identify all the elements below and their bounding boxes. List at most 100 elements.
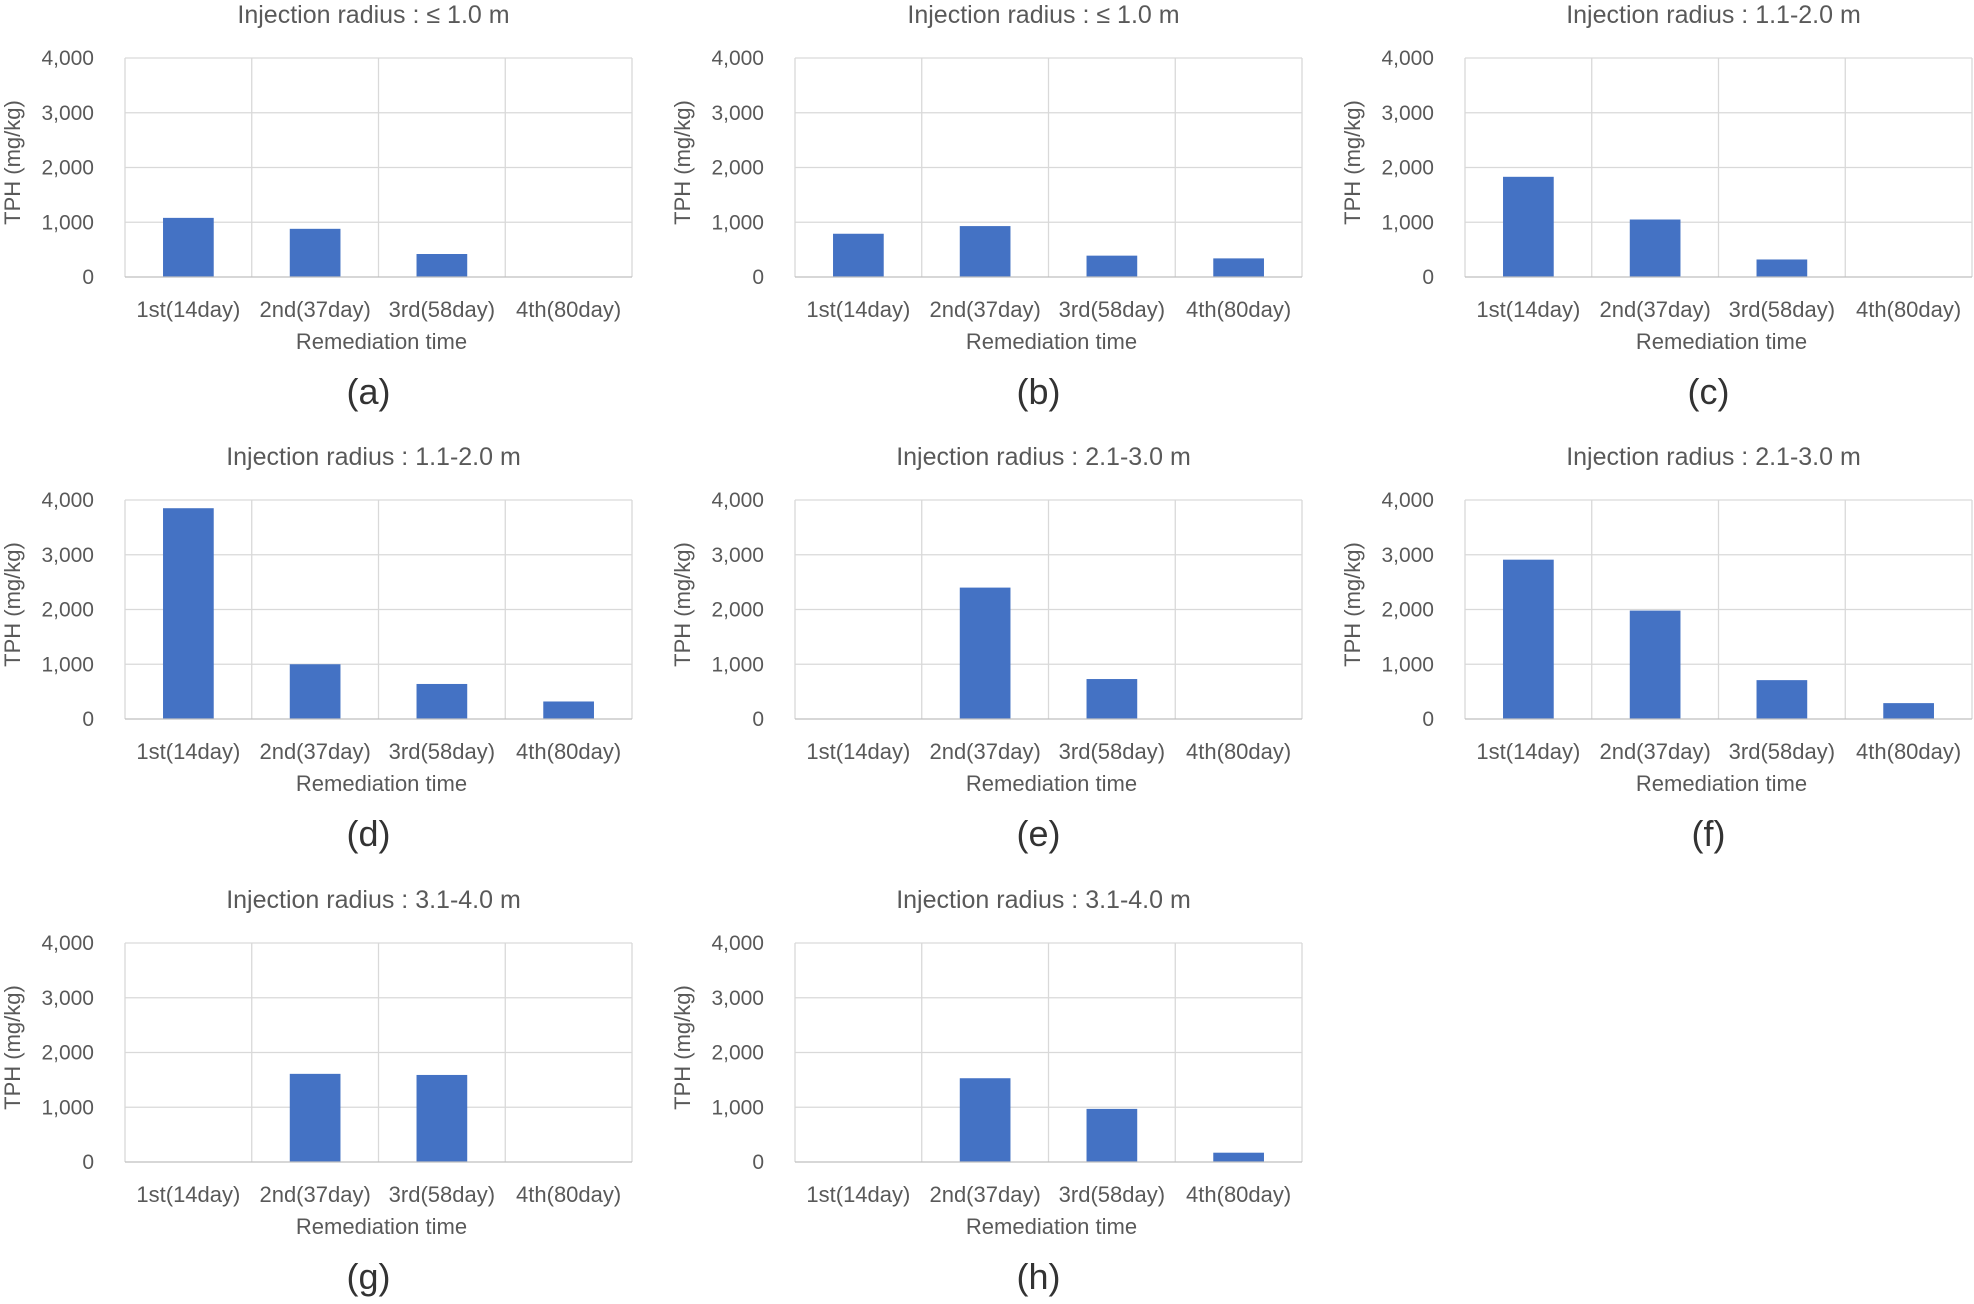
y-tick-label: 1,000	[1381, 653, 1434, 676]
y-axis-title: TPH (mg/kg)	[670, 542, 695, 667]
panel-label: (d)	[347, 813, 391, 854]
bar	[289, 664, 341, 719]
y-tick-label: 3,000	[711, 544, 764, 567]
y-tick-label: 1,000	[1381, 211, 1434, 234]
y-tick-label: 3,000	[41, 102, 94, 125]
y-tick-label: 0	[82, 708, 94, 731]
x-tick-label: 4th(80day)	[1186, 739, 1291, 764]
y-tick-label: 1,000	[711, 653, 764, 676]
x-tick-label: 3rd(58day)	[389, 1182, 495, 1207]
x-tick-label: 1st(14day)	[136, 297, 240, 322]
chart-title: Injection radius : ≤ 1.0 m	[237, 1, 509, 29]
chart-panel-2: Injection radius : 1.1-2.0 m 0 1,000 2,000 3…	[1340, 1, 1973, 412]
bar	[1629, 610, 1681, 719]
y-tick-label: 3,000	[1381, 102, 1434, 125]
bar	[289, 228, 341, 277]
y-tick-label: 1,000	[41, 211, 94, 234]
y-axis-title: TPH (mg/kg)	[1340, 542, 1365, 667]
y-tick-label: 3,000	[711, 102, 764, 125]
x-axis-title: Remediation time	[1636, 771, 1807, 796]
bar	[1503, 559, 1554, 719]
x-tick-label: 4th(80day)	[516, 297, 621, 322]
x-tick-label: 4th(80day)	[516, 739, 621, 764]
bar	[416, 683, 468, 719]
panel-label: (a)	[347, 371, 391, 412]
y-tick-label: 4,000	[1381, 47, 1434, 70]
bar	[1629, 219, 1681, 277]
y-tick-label: 1,000	[711, 1096, 764, 1119]
y-axis-title: TPH (mg/kg)	[0, 542, 25, 667]
y-tick-label: 0	[82, 266, 94, 289]
y-tick-label: 1,000	[41, 1096, 94, 1119]
x-tick-label: 3rd(58day)	[1729, 739, 1835, 764]
x-tick-label: 4th(80day)	[1186, 1182, 1291, 1207]
x-tick-label: 2nd(37day)	[1599, 297, 1710, 322]
bar	[1086, 679, 1138, 719]
x-axis-title: Remediation time	[296, 329, 467, 354]
y-tick-label: 3,000	[41, 544, 94, 567]
x-tick-label: 2nd(37day)	[259, 1182, 370, 1207]
x-tick-label: 2nd(37day)	[929, 739, 1040, 764]
chart-panel-0: Injection radius : ≤ 1.0 m 0 1,000 2,000 3,0…	[0, 1, 633, 412]
y-tick-label: 1,000	[711, 211, 764, 234]
panel-label: (c)	[1688, 371, 1730, 412]
y-axis-title: TPH (mg/kg)	[0, 985, 25, 1110]
y-tick-label: 0	[752, 1151, 764, 1174]
x-tick-label: 1st(14day)	[1476, 739, 1580, 764]
x-tick-label: 1st(14day)	[1476, 297, 1580, 322]
y-tick-label: 2,000	[711, 1042, 764, 1065]
x-tick-label: 4th(80day)	[516, 1182, 621, 1207]
bar	[1756, 680, 1808, 719]
y-tick-label: 4,000	[1381, 489, 1434, 512]
y-tick-label: 2,000	[41, 1042, 94, 1065]
panel-label: (b)	[1017, 371, 1061, 412]
chart-title: Injection radius : 1.1-2.0 m	[226, 443, 521, 471]
y-tick-label: 4,000	[41, 47, 94, 70]
bar	[163, 217, 214, 277]
x-tick-label: 4th(80day)	[1856, 739, 1961, 764]
y-tick-label: 0	[752, 708, 764, 731]
y-tick-label: 4,000	[711, 932, 764, 955]
chart-panel-6: Injection radius : 3.1-4.0 m 0 1,000 2,000 3…	[0, 886, 633, 1297]
y-tick-label: 4,000	[41, 489, 94, 512]
x-tick-label: 3rd(58day)	[1059, 739, 1165, 764]
x-tick-label: 3rd(58day)	[1059, 297, 1165, 322]
y-axis-title: TPH (mg/kg)	[0, 100, 25, 225]
bar	[416, 1074, 468, 1162]
chart-panel-5: Injection radius : 2.1-3.0 m 0 1,000 2,000 3…	[1340, 443, 1973, 854]
y-tick-label: 3,000	[41, 987, 94, 1010]
y-axis-title: TPH (mg/kg)	[1340, 100, 1365, 225]
chart-panel-7: Injection radius : 3.1-4.0 m 0 1,000 2,000 3…	[670, 886, 1303, 1297]
x-axis-title: Remediation time	[1636, 329, 1807, 354]
y-tick-label: 4,000	[41, 932, 94, 955]
x-tick-label: 1st(14day)	[136, 1182, 240, 1207]
panel-label: (e)	[1017, 813, 1061, 854]
x-tick-label: 2nd(37day)	[929, 1182, 1040, 1207]
y-axis-title: TPH (mg/kg)	[670, 985, 695, 1110]
x-tick-label: 1st(14day)	[806, 297, 910, 322]
y-tick-label: 0	[82, 1151, 94, 1174]
x-tick-label: 4th(80day)	[1186, 297, 1291, 322]
x-tick-label: 2nd(37day)	[259, 739, 370, 764]
bar	[1883, 703, 1934, 719]
y-tick-label: 2,000	[711, 157, 764, 180]
y-axis-title: TPH (mg/kg)	[670, 100, 695, 225]
bar	[959, 226, 1011, 277]
bar	[833, 233, 884, 277]
chart-panel-3: Injection radius : 1.1-2.0 m 0 1,000 2,000 3…	[0, 443, 633, 854]
x-tick-label: 3rd(58day)	[389, 297, 495, 322]
bar	[543, 701, 594, 719]
x-tick-label: 3rd(58day)	[1729, 297, 1835, 322]
bar	[1503, 176, 1554, 277]
x-tick-label: 4th(80day)	[1856, 297, 1961, 322]
y-tick-label: 2,000	[41, 599, 94, 622]
x-tick-label: 2nd(37day)	[259, 297, 370, 322]
y-tick-label: 0	[1422, 266, 1434, 289]
bar	[163, 508, 214, 719]
x-axis-title: Remediation time	[296, 1214, 467, 1239]
y-tick-label: 0	[1422, 708, 1434, 731]
x-tick-label: 1st(14day)	[806, 739, 910, 764]
chart-title: Injection radius : 1.1-2.0 m	[1566, 1, 1861, 29]
bar	[1086, 255, 1138, 277]
x-tick-label: 2nd(37day)	[1599, 739, 1710, 764]
